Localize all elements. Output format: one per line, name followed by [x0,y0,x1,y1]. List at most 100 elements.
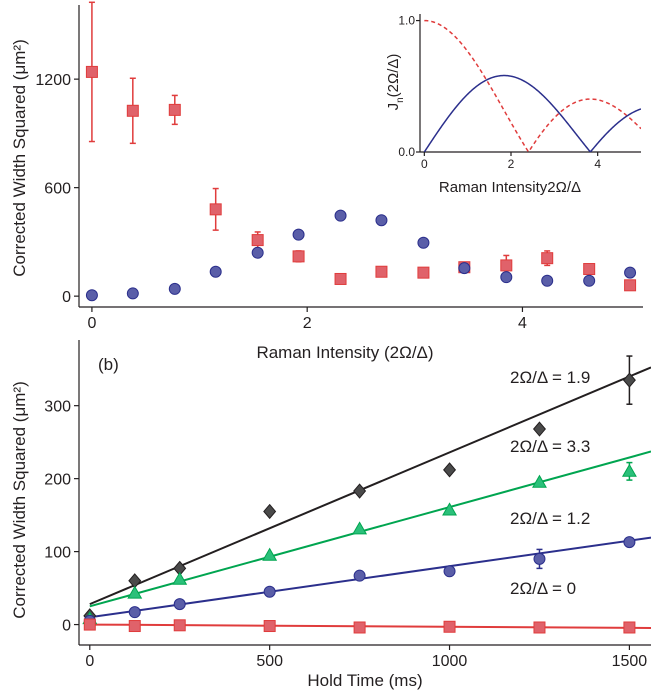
top-square-point [168,103,181,116]
bottom-diamond-point [622,372,636,388]
inset-axes: 0 2 4 0.0 1.0 [398,14,641,171]
inset-y-axis-label: Jn(2Ω/Δ) [385,54,406,111]
bottom-triangle-point [127,585,143,599]
top-x-axis-label: Raman Intensity (2Ω/Δ) [256,343,433,362]
inset-ylabel-main: J [385,103,402,111]
bottom-triangle-point [352,521,368,535]
bottom-y-axis-label: Corrected Width Squared (μm²) [10,381,29,618]
top-circle-point [583,274,596,287]
bottom-triangle-point [262,547,278,561]
top-circle-point [126,287,139,300]
bottom-y-tick-label: 200 [44,472,71,489]
inset-j0-curve [424,19,641,152]
top-circle-point [209,265,222,278]
fit-line-diamond [89,366,651,606]
bottom-circle-point [128,606,141,619]
inset-ylabel-sub: n [395,97,406,103]
top-circle-point [375,214,388,227]
series-label: 2Ω/Δ = 1.9 [510,368,590,387]
top-axes: 0 2 4 0 600 1200 [35,5,643,332]
inset-x-tick-label: 0 [421,157,428,171]
series-label: 2Ω/Δ = 1.2 [510,509,590,528]
bottom-square-point [533,621,546,634]
bottom-x-axis-label: Hold Time (ms) [307,671,422,690]
bottom-circle-point [623,536,636,549]
top-square-point [85,65,98,78]
series-label: 2Ω/Δ = 3.3 [510,437,590,456]
top-circle-point [334,209,347,222]
bottom-y-tick-label: 100 [44,545,71,562]
top-x-tick-label: 4 [518,315,527,332]
inset-y-tick-label: 1.0 [398,14,415,28]
top-square-point [209,203,222,216]
top-square-point [500,259,513,272]
top-square-point [292,250,305,263]
bottom-triangle-point [621,463,637,477]
top-square-point [126,104,139,117]
bottom-diamond-point [263,503,277,520]
top-y-tick-label: 600 [44,181,71,198]
bottom-y-tick-label: 0 [62,618,71,635]
inset-ylabel-rest: (2Ω/Δ) [385,54,402,98]
top-square-point [583,263,596,276]
inset-x-tick-label: 4 [594,157,601,171]
top-x-tick-label: 2 [303,315,312,332]
bottom-square-point [83,618,96,631]
top-y-tick-label: 0 [62,289,71,306]
inset-series [423,19,641,152]
bottom-x-tick-label: 1500 [612,653,648,670]
top-y-tick-label: 1200 [35,72,71,89]
top-circle-point [168,282,181,295]
bottom-square-point [443,620,456,633]
inset-background [383,5,645,200]
bottom-triangle-point [172,571,188,585]
inset-y-axis-label-text: Jn(2Ω/Δ) [385,54,406,111]
bottom-square-point [353,621,366,634]
bottom-diamond-point [353,483,367,499]
bottom-x-tick-label: 500 [256,653,283,670]
top-circle-point [624,266,637,279]
bottom-circle-point [353,569,366,582]
series-label: 2Ω/Δ = 0 [510,579,576,598]
top-x-tick-label: 0 [87,315,96,332]
inset-y-tick-label: 0.0 [398,145,415,159]
bottom-circle-point [173,598,186,611]
bottom-square-point [623,621,636,634]
top-y-axis-label: Corrected Width Squared (μm²) [10,39,29,276]
top-circle-point [292,228,305,241]
top-square-point [624,279,637,292]
bottom-diamond-point [532,421,546,437]
bottom-diamond-point [443,462,457,478]
bottom-axes: 0 500 1000 1500 0 100 200 300 [44,340,651,670]
top-square-point [541,252,554,265]
panel-label-b: (b) [98,355,119,374]
bottom-circle-point [263,585,276,598]
bottom-triangle-point [442,502,458,516]
bottom-x-tick-label: 1000 [432,653,468,670]
top-circle-point [417,236,430,249]
bottom-labels: 2Ω/Δ = 1.9 2Ω/Δ = 3.3 2Ω/Δ = 1.2 2Ω/Δ = 0 [510,368,590,598]
bottom-triangle-point [532,474,547,488]
top-square-point [417,266,430,279]
bottom-y-tick-label: 300 [44,399,71,416]
top-square-point [251,234,264,247]
top-series [85,1,637,302]
top-circle-point [500,271,513,284]
inset-panel: 0 2 4 0.0 1.0 Raman Intensity2Ω/Δ Jn(2Ω/Δ) [383,5,645,200]
top-circle-point [251,246,264,259]
inset-j1-curve [423,74,641,152]
top-circle-point [458,262,471,275]
top-circle-point [541,274,554,287]
bottom-circle-point [443,565,456,578]
bottom-circle-point [533,552,546,565]
top-panel: 0 2 4 0 600 1200 Raman Intensity (2Ω/Δ) Corre… [10,1,643,362]
top-circle-point [85,289,98,302]
inset-x-tick-label: 2 [508,157,515,171]
top-square-point [375,265,388,278]
bottom-square-point [263,620,276,633]
inset-x-axis-label: Raman Intensity2Ω/Δ [439,179,581,196]
top-square-point [334,272,347,285]
